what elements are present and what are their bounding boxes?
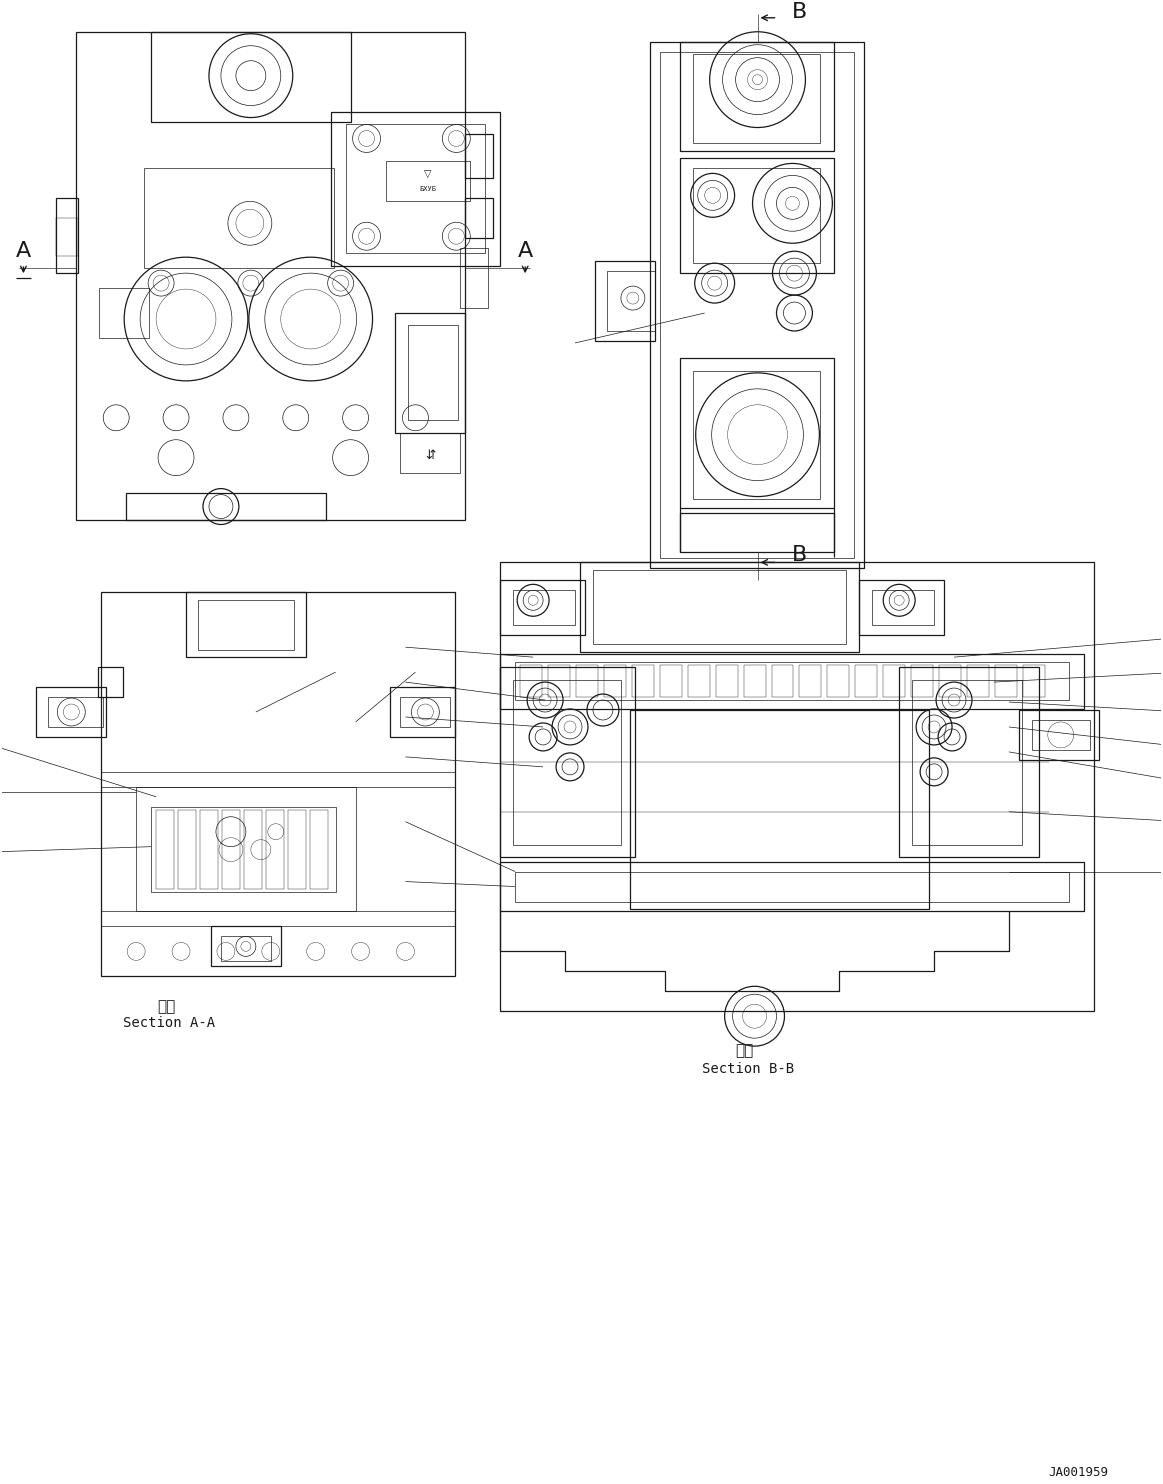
Text: Section B-B: Section B-B bbox=[701, 1063, 793, 1076]
Bar bbox=[855, 665, 877, 697]
Bar bbox=[56, 218, 78, 257]
Bar bbox=[465, 199, 493, 239]
Bar bbox=[400, 697, 450, 727]
Bar bbox=[679, 42, 834, 151]
Bar bbox=[465, 134, 493, 178]
Bar bbox=[186, 592, 306, 657]
Bar bbox=[966, 665, 989, 697]
Bar bbox=[330, 111, 500, 266]
Bar bbox=[580, 562, 859, 651]
Text: Section A-A: Section A-A bbox=[123, 1017, 215, 1030]
Bar bbox=[395, 313, 465, 433]
Bar bbox=[1032, 720, 1090, 749]
Bar bbox=[715, 665, 737, 697]
Bar bbox=[200, 810, 217, 889]
Text: 断面: 断面 bbox=[157, 999, 176, 1014]
Bar bbox=[385, 162, 470, 202]
Bar bbox=[287, 810, 306, 889]
Bar bbox=[659, 665, 682, 697]
Bar bbox=[679, 159, 834, 273]
Bar bbox=[126, 493, 326, 521]
Bar bbox=[244, 810, 262, 889]
Bar bbox=[693, 168, 820, 263]
Text: B: B bbox=[792, 1, 807, 22]
Bar bbox=[548, 665, 570, 697]
Bar bbox=[899, 668, 1039, 856]
Bar bbox=[1019, 709, 1099, 760]
Bar bbox=[56, 199, 78, 273]
Text: B: B bbox=[792, 546, 807, 565]
Bar bbox=[309, 810, 328, 889]
Text: ⇵: ⇵ bbox=[426, 450, 436, 462]
Text: A: A bbox=[16, 242, 31, 261]
Bar bbox=[994, 665, 1016, 697]
Bar bbox=[500, 668, 635, 856]
Text: A: A bbox=[518, 242, 533, 261]
Bar bbox=[144, 168, 334, 269]
Bar bbox=[595, 261, 655, 341]
Bar bbox=[500, 562, 1093, 1011]
Bar bbox=[515, 662, 1069, 700]
Bar bbox=[408, 325, 458, 420]
Bar bbox=[345, 123, 485, 254]
Bar bbox=[400, 433, 461, 472]
Bar bbox=[178, 810, 197, 889]
Bar bbox=[693, 371, 820, 499]
Bar bbox=[911, 665, 933, 697]
Bar bbox=[859, 580, 944, 635]
Bar bbox=[136, 787, 356, 911]
Bar bbox=[77, 31, 465, 521]
Text: JA001959: JA001959 bbox=[1049, 1466, 1108, 1478]
Bar bbox=[156, 810, 174, 889]
Bar bbox=[151, 807, 336, 892]
Bar bbox=[98, 668, 123, 697]
Bar bbox=[632, 665, 654, 697]
Bar bbox=[99, 288, 149, 338]
Bar bbox=[650, 42, 864, 568]
Bar bbox=[211, 926, 280, 966]
Bar bbox=[520, 665, 542, 697]
Text: БХУБ: БХУБ bbox=[419, 187, 436, 193]
Bar bbox=[607, 272, 655, 331]
Bar bbox=[198, 601, 294, 650]
Bar bbox=[266, 810, 284, 889]
Bar bbox=[221, 936, 271, 962]
Bar bbox=[576, 665, 598, 697]
Bar bbox=[912, 680, 1022, 844]
Bar bbox=[1022, 665, 1044, 697]
Bar bbox=[36, 687, 106, 738]
Bar bbox=[827, 665, 849, 697]
Text: ▽: ▽ bbox=[423, 168, 431, 178]
Bar bbox=[49, 697, 104, 727]
Bar bbox=[500, 580, 585, 635]
Bar bbox=[799, 665, 821, 697]
Bar bbox=[743, 665, 765, 697]
Bar bbox=[391, 687, 456, 738]
Bar bbox=[500, 654, 1084, 709]
Bar bbox=[222, 810, 240, 889]
Bar bbox=[101, 592, 456, 976]
Bar bbox=[593, 570, 847, 644]
Bar bbox=[659, 52, 855, 558]
Bar bbox=[687, 665, 709, 697]
Bar bbox=[679, 358, 834, 508]
Bar bbox=[513, 680, 621, 844]
Bar bbox=[679, 512, 834, 552]
Bar bbox=[604, 665, 626, 697]
Bar bbox=[461, 248, 488, 309]
Bar bbox=[500, 862, 1084, 911]
Bar bbox=[513, 591, 575, 625]
Text: 断面: 断面 bbox=[735, 1043, 754, 1058]
Bar bbox=[630, 709, 929, 910]
Bar bbox=[883, 665, 905, 697]
Bar bbox=[872, 591, 934, 625]
Bar bbox=[151, 31, 350, 122]
Bar bbox=[515, 871, 1069, 901]
Bar bbox=[771, 665, 793, 697]
Bar bbox=[939, 665, 961, 697]
Bar bbox=[693, 53, 820, 144]
